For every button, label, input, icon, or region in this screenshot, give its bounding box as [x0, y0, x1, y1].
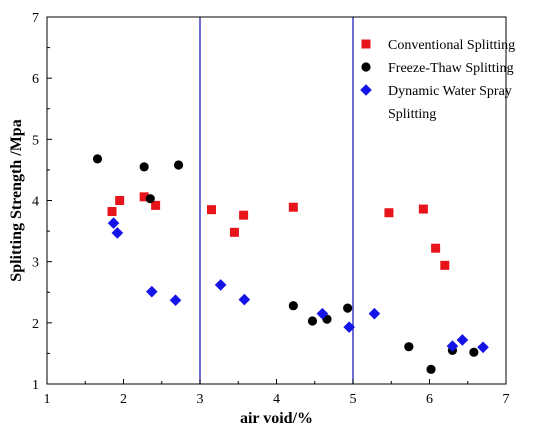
freeze-thaw-point: [343, 303, 353, 313]
dynamic-water-point: [146, 285, 158, 298]
dynamic-water-point: [316, 307, 329, 320]
legend-marker-circle: [361, 62, 371, 72]
conventional-point: [418, 204, 428, 214]
y-tick-label: 7: [32, 11, 39, 26]
conventional-point: [440, 260, 450, 270]
legend-label-conventional: Conventional Splitting: [388, 38, 515, 53]
dynamic-water-point: [214, 279, 227, 291]
conventional-point: [239, 210, 249, 220]
conventional-point: [115, 196, 125, 205]
legend-item-conventional: Conventional Splitting: [361, 38, 515, 53]
freeze-thaw-point: [173, 160, 184, 170]
dynamic-water-point: [238, 293, 251, 306]
axis-ticks: 1 2 3 4 5 6 7 1 2 3 4 5 6 7: [32, 11, 510, 407]
x-tick-label: 7: [503, 392, 510, 407]
reference-lines: [199, 17, 354, 384]
legend-label-freeze-thaw: Freeze-Thaw Splitting: [388, 61, 514, 76]
dynamic-water-point: [343, 321, 355, 333]
dynamic-water-point: [477, 341, 489, 354]
y-tick-label: 6: [32, 72, 39, 87]
freeze-thaw-point: [469, 347, 479, 357]
freeze-thaw-point: [404, 342, 414, 352]
legend-marker-diamond: [360, 84, 372, 96]
freeze-thaw-point: [139, 162, 149, 172]
y-axis-title: Splitting Strength /Mpa: [8, 119, 25, 281]
x-tick-label: 4: [273, 392, 280, 407]
conventional-point: [384, 208, 394, 218]
dynamic-water-point: [169, 294, 182, 307]
x-tick-label: 5: [350, 392, 357, 407]
legend-label-dynamic-water-line2: Splitting: [388, 107, 436, 122]
dynamic-water-point: [446, 340, 459, 352]
freeze-thaw-point: [307, 316, 318, 326]
legend-item-dynamic-water: Dynamic Water Spray Splitting: [360, 84, 512, 122]
freeze-thaw-point: [426, 364, 436, 374]
legend-label-dynamic-water: Dynamic Water Spray: [388, 84, 512, 99]
conventional-point: [431, 243, 441, 253]
y-tick-label: 4: [32, 195, 39, 210]
dynamic-water-point: [107, 217, 120, 229]
conventional-point: [107, 207, 117, 217]
legend-item-freeze-thaw: Freeze-Thaw Splitting: [361, 61, 514, 76]
y-tick-label: 2: [32, 317, 39, 332]
x-tick-label: 3: [197, 392, 204, 407]
legend-marker-square: [361, 39, 371, 49]
x-tick-label: 2: [120, 392, 127, 407]
dynamic-water-point: [456, 334, 469, 346]
x-axis-title: air void/%: [240, 410, 313, 427]
conventional-point: [206, 205, 216, 215]
legend: Conventional Splitting Freeze-Thaw Split…: [360, 38, 515, 122]
y-tick-label: 1: [32, 378, 39, 393]
dynamic-water-point: [111, 227, 124, 239]
y-tick-label: 3: [32, 256, 39, 271]
conventional-point: [139, 192, 149, 202]
conventional-point: [229, 227, 239, 237]
x-tick-label: 6: [426, 392, 433, 407]
x-tick-label: 1: [44, 392, 51, 407]
freeze-thaw-point: [145, 194, 155, 204]
conventional-point: [151, 200, 161, 210]
conventional-point: [288, 202, 298, 212]
data-points: [92, 154, 489, 374]
freeze-thaw-point: [288, 301, 298, 311]
y-tick-label: 5: [32, 133, 39, 148]
freeze-thaw-point: [92, 154, 103, 164]
dynamic-water-point: [368, 307, 381, 320]
